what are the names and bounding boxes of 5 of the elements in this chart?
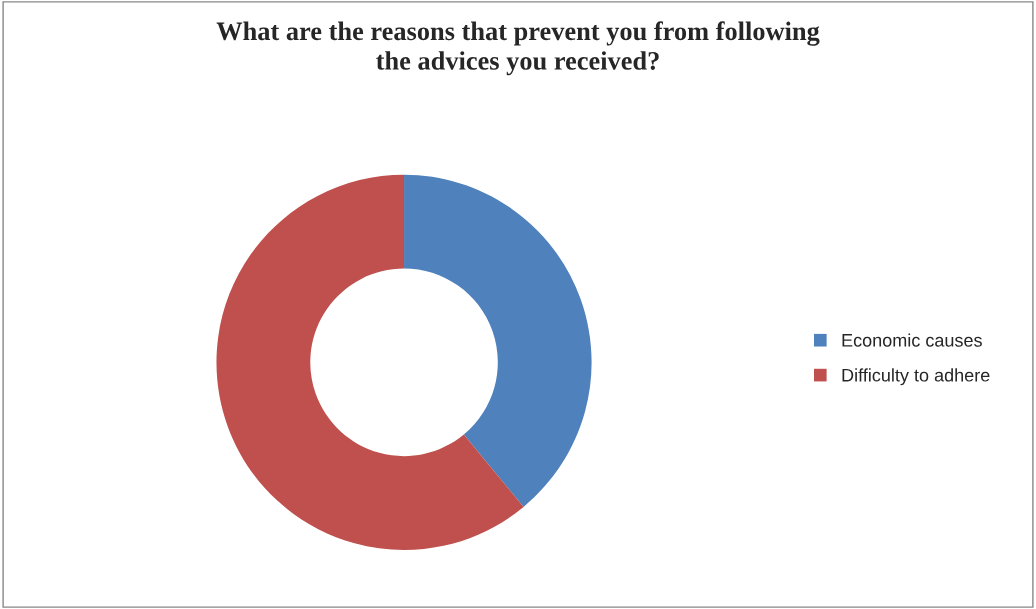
donut-slice (404, 174, 592, 507)
donut-slice (216, 174, 524, 550)
chart-title: What are the reasons that prevent you from following the advices you received? (216, 21, 820, 76)
legend-label: Difficulty to adhere (842, 368, 990, 386)
legend-label: Economic causes (842, 333, 982, 347)
